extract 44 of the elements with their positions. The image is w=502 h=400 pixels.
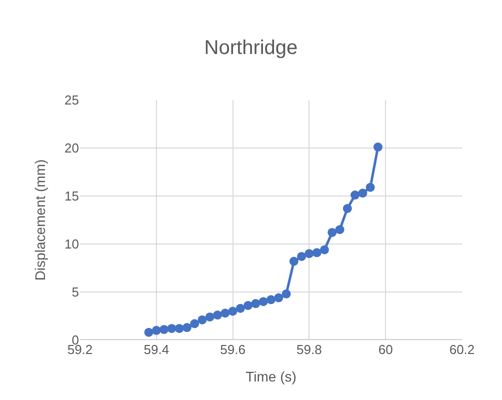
x-tick-label: 59.4 <box>144 342 170 357</box>
point <box>205 312 214 322</box>
point <box>335 225 344 234</box>
point <box>182 323 192 332</box>
point <box>167 324 176 333</box>
point <box>366 182 375 192</box>
point <box>198 315 207 324</box>
point <box>258 297 268 306</box>
point <box>236 304 245 313</box>
point <box>342 204 352 213</box>
point <box>373 142 382 152</box>
point <box>274 293 284 302</box>
point <box>251 299 260 308</box>
y-tick-label: 5 <box>72 284 79 300</box>
point <box>297 252 306 261</box>
point <box>244 300 253 310</box>
x-tick-label: 59.8 <box>296 342 322 357</box>
point <box>282 289 291 298</box>
point <box>220 308 230 318</box>
point <box>320 245 329 254</box>
point <box>350 190 360 200</box>
y-tick-label: 25 <box>64 92 79 108</box>
point <box>190 319 200 328</box>
point <box>152 326 161 335</box>
y-tick-label: 15 <box>64 188 79 204</box>
x-tick-label: 60 <box>378 342 393 357</box>
x-tick-label: 59.6 <box>220 342 246 357</box>
point <box>144 328 154 337</box>
chart-title: Northridge <box>204 37 298 59</box>
point <box>304 249 314 258</box>
point <box>266 295 276 304</box>
point <box>358 188 368 198</box>
x-tick-label: 60.2 <box>449 342 475 357</box>
x-axis-title: Time (s) <box>246 368 296 384</box>
y-tick-label: 20 <box>64 140 79 156</box>
point <box>174 324 184 333</box>
point <box>289 256 298 266</box>
point <box>312 248 322 258</box>
point <box>228 306 238 316</box>
point <box>213 310 222 320</box>
point <box>328 228 337 237</box>
point <box>160 324 169 334</box>
y-axis-title: Displacement (mm) <box>32 159 48 281</box>
y-tick-label: 10 <box>64 236 79 252</box>
